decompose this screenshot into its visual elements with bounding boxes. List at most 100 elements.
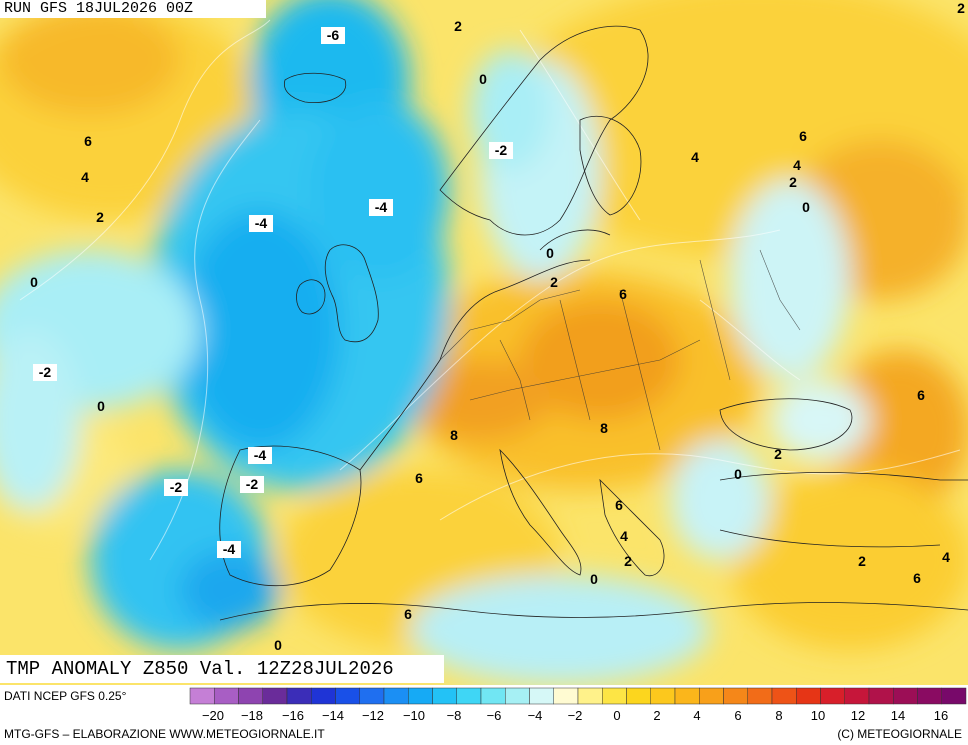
coastlines bbox=[219, 25, 968, 621]
contour-label: 0 bbox=[802, 199, 810, 215]
contour-label: 8 bbox=[450, 427, 458, 443]
legend-swatch bbox=[650, 687, 676, 705]
contour-label: 4 bbox=[81, 169, 89, 185]
credit-text: MTG-GFS – ELABORAZIONE WWW.METEOGIORNALE… bbox=[4, 727, 325, 741]
contour-label: 4 bbox=[942, 549, 950, 565]
legend-tick-label: 12 bbox=[851, 708, 865, 723]
legend-tick-label: −16 bbox=[282, 708, 304, 723]
contour-label: 6 bbox=[404, 606, 412, 622]
legend-swatch bbox=[747, 687, 773, 705]
contour-label-bg bbox=[240, 476, 264, 493]
legend-swatch bbox=[456, 687, 482, 705]
legend-swatch bbox=[262, 687, 288, 705]
legend-swatch bbox=[529, 687, 554, 705]
anomaly-field bbox=[0, 0, 968, 685]
legend-swatch bbox=[699, 687, 724, 705]
contour-label: 6 bbox=[913, 570, 921, 586]
legend-swatch bbox=[480, 687, 506, 705]
contour-label: 2 bbox=[774, 446, 782, 462]
contour-label: 8 bbox=[600, 420, 608, 436]
copyright-text: (C) METEOGIORNALE bbox=[837, 727, 962, 741]
contour-label: 6 bbox=[799, 128, 807, 144]
legend-tick-label: 0 bbox=[613, 708, 620, 723]
legend-tick-label: −14 bbox=[322, 708, 344, 723]
contour-label: -2 bbox=[39, 364, 52, 380]
legend-swatch bbox=[335, 687, 360, 705]
contour-label: 4 bbox=[691, 149, 699, 165]
contour-label: -2 bbox=[170, 479, 183, 495]
legend-swatch bbox=[553, 687, 579, 705]
legend-tick-label: 4 bbox=[693, 708, 700, 723]
contour-label: -4 bbox=[254, 447, 267, 463]
contour-label: 4 bbox=[793, 157, 801, 173]
contour-label: -2 bbox=[495, 142, 508, 158]
borders bbox=[439, 249, 801, 451]
contour-label: 0 bbox=[274, 637, 282, 653]
legend-swatch bbox=[602, 687, 627, 705]
legend-swatch bbox=[432, 687, 457, 705]
color-legend: −20 −18 −16 −14 −12 −10 −8 −6 −4 −2 0 2 4 6 8 10 12 14 16 bbox=[189, 687, 967, 723]
legend-tick-label: 6 bbox=[734, 708, 741, 723]
contour-label-bg bbox=[217, 541, 241, 558]
contour-label: 6 bbox=[615, 497, 623, 513]
contour-label: 0 bbox=[97, 398, 105, 414]
contour-label: 6 bbox=[84, 133, 92, 149]
contour-label: 2 bbox=[858, 553, 866, 569]
legend-swatch bbox=[383, 687, 409, 705]
legend-swatch bbox=[844, 687, 870, 705]
legend-swatch bbox=[189, 687, 215, 705]
legend-tick-label: 14 bbox=[891, 708, 905, 723]
contour-label-bg bbox=[248, 447, 272, 464]
contour-label: 2 bbox=[550, 274, 558, 290]
legend-tick-label: −20 bbox=[202, 708, 224, 723]
contour-label: 0 bbox=[590, 571, 598, 587]
legend-swatch bbox=[577, 687, 603, 705]
legend-tick-label: −6 bbox=[487, 708, 502, 723]
contour-label: 2 bbox=[96, 209, 104, 225]
legend-tick-label: −4 bbox=[528, 708, 543, 723]
contour-label-bg bbox=[164, 479, 188, 496]
legend-tick-label: −10 bbox=[403, 708, 425, 723]
legend-swatch bbox=[408, 687, 433, 705]
legend-swatch bbox=[286, 687, 312, 705]
contour-label: -2 bbox=[246, 476, 259, 492]
data-source: DATI NCEP GFS 0.25° bbox=[4, 689, 127, 703]
legend-swatch bbox=[238, 687, 263, 705]
contour-label-bg bbox=[249, 215, 273, 232]
legend-swatch bbox=[868, 687, 894, 705]
contour-label: 0 bbox=[479, 71, 487, 87]
contour-label-bg bbox=[321, 27, 345, 44]
contour-label: 2 bbox=[454, 18, 462, 34]
legend-tick-label: −8 bbox=[447, 708, 462, 723]
legend-tick-label: 2 bbox=[653, 708, 660, 723]
legend-tick-label: −12 bbox=[362, 708, 384, 723]
legend-tick-label: 10 bbox=[811, 708, 825, 723]
run-label: RUN GFS 18JUL2026 00Z bbox=[0, 0, 266, 18]
contour-label: 2 bbox=[957, 0, 965, 16]
legend-tick-label: 16 bbox=[934, 708, 948, 723]
contour-label: -4 bbox=[255, 215, 268, 231]
contour-label: 0 bbox=[30, 274, 38, 290]
contour-label-bg bbox=[33, 364, 57, 381]
legend-swatch bbox=[311, 687, 336, 705]
contour-label: -4 bbox=[223, 541, 236, 557]
legend-swatch bbox=[505, 687, 530, 705]
legend-swatch bbox=[893, 687, 918, 705]
legend-swatch bbox=[214, 687, 239, 705]
legend-swatch bbox=[917, 687, 942, 705]
legend-swatch bbox=[796, 687, 821, 705]
contour-label: 0 bbox=[546, 245, 554, 261]
contour-label-bg bbox=[369, 199, 393, 216]
legend-swatch bbox=[626, 687, 651, 705]
legend-swatch bbox=[359, 687, 385, 705]
contour-label: 0 bbox=[734, 466, 742, 482]
contour-label: 6 bbox=[619, 286, 627, 302]
legend-tick-label: 8 bbox=[775, 708, 782, 723]
contour-label: 4 bbox=[620, 528, 628, 544]
contour-label: 2 bbox=[789, 174, 797, 190]
contour-label: 6 bbox=[415, 470, 423, 486]
contour-label: 2 bbox=[624, 553, 632, 569]
legend-swatch bbox=[820, 687, 845, 705]
legend-tick-label: −2 bbox=[568, 708, 583, 723]
